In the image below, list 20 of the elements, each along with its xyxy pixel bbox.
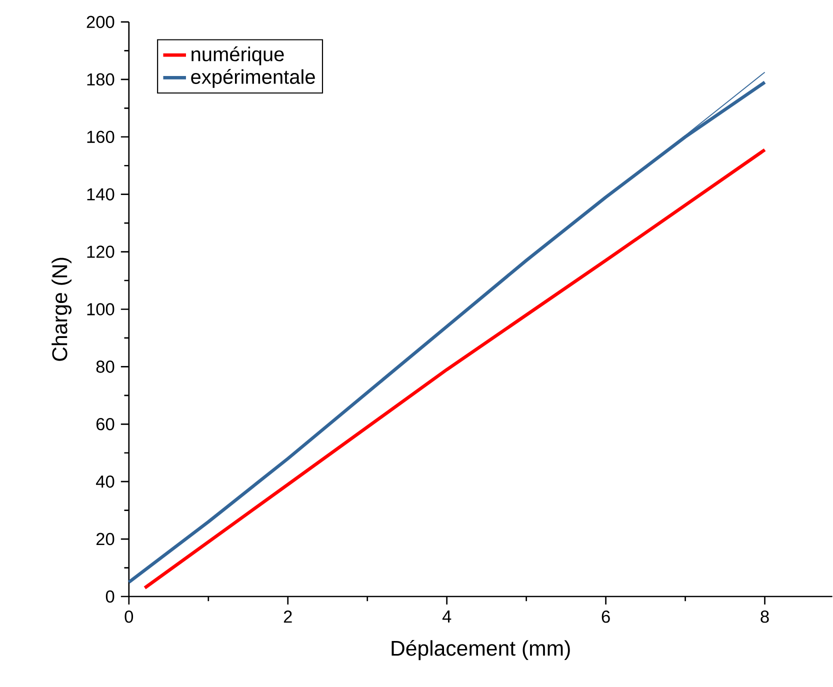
x-tick-label: 6: [602, 610, 610, 623]
x-tick-label: 2: [284, 610, 292, 622]
x-tick-label: 4: [442, 610, 452, 622]
y-tick-label: 20: [96, 532, 114, 545]
y-tick-label: 80: [96, 360, 114, 373]
x-axis-title: Déplacement (mm): [392, 640, 570, 660]
y-tick-label: 200: [86, 16, 114, 28]
legend-label: numérique: [192, 46, 284, 66]
y-tick-label: 180: [87, 73, 114, 86]
legend-label: expérimentale: [191, 68, 315, 88]
y-tick-label: 160: [87, 130, 114, 143]
y-tick-label: 140: [87, 188, 114, 200]
x-tick-label: 8: [760, 610, 769, 623]
x-tick-label: 0: [124, 610, 134, 623]
y-tick-label: 40: [96, 475, 114, 488]
y-tick-label: 120: [87, 245, 114, 258]
y-tick-label: 60: [96, 418, 114, 430]
y-axis-title: Charge (N): [52, 258, 72, 361]
y-tick-label: 100: [87, 302, 114, 316]
y-tick-label: 0: [106, 590, 114, 602]
